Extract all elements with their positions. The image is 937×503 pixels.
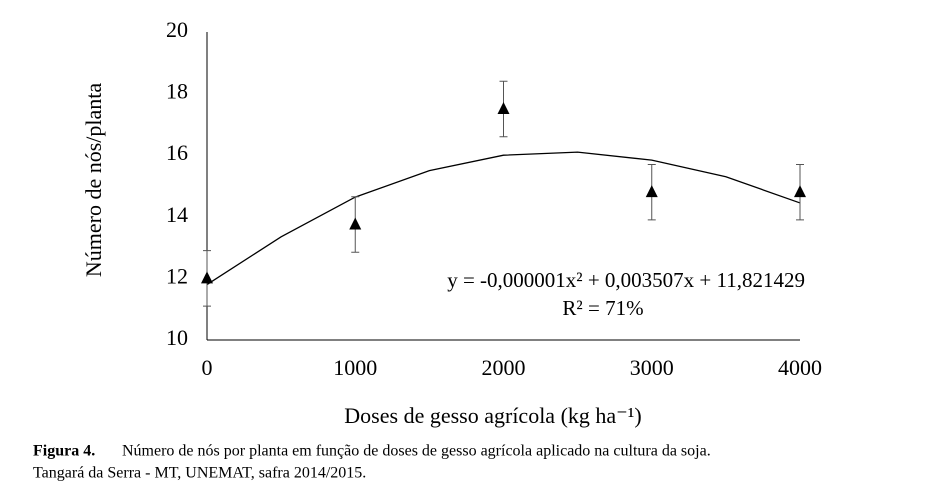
x-tick-label: 1000 — [333, 355, 377, 380]
y-tick-label: 10 — [166, 325, 188, 350]
marker — [794, 185, 806, 198]
y-tick-label: 20 — [166, 17, 188, 42]
x-tick-label: 3000 — [630, 355, 674, 380]
x-tick-label: 2000 — [482, 355, 526, 380]
x-tick-label: 4000 — [778, 355, 822, 380]
y-tick-label: 16 — [166, 140, 188, 165]
marker — [497, 102, 510, 114]
y-axis-label: Número de nós/planta — [81, 83, 106, 278]
caption-label: Figura 4. — [33, 443, 95, 460]
x-axis-label: Doses de gesso agrícola (kg ha⁻¹) — [344, 403, 641, 428]
caption-text: Tangará da Serra - MT, UNEMAT, safra 201… — [33, 465, 366, 482]
marker — [645, 185, 658, 198]
y-tick-label: 18 — [166, 79, 188, 104]
x-tick-label: 0 — [202, 355, 213, 380]
fit-curve — [206, 151, 801, 286]
y-tick-label: 14 — [166, 202, 188, 227]
caption-text: Número de nós por planta em função de do… — [122, 443, 711, 460]
equation: y = -0,000001x² + 0,003507x + 11,821429 — [447, 268, 805, 292]
r-squared: R² = 71% — [562, 296, 643, 320]
y-tick-label: 12 — [166, 263, 188, 288]
marker — [349, 217, 362, 230]
marker — [201, 271, 213, 284]
